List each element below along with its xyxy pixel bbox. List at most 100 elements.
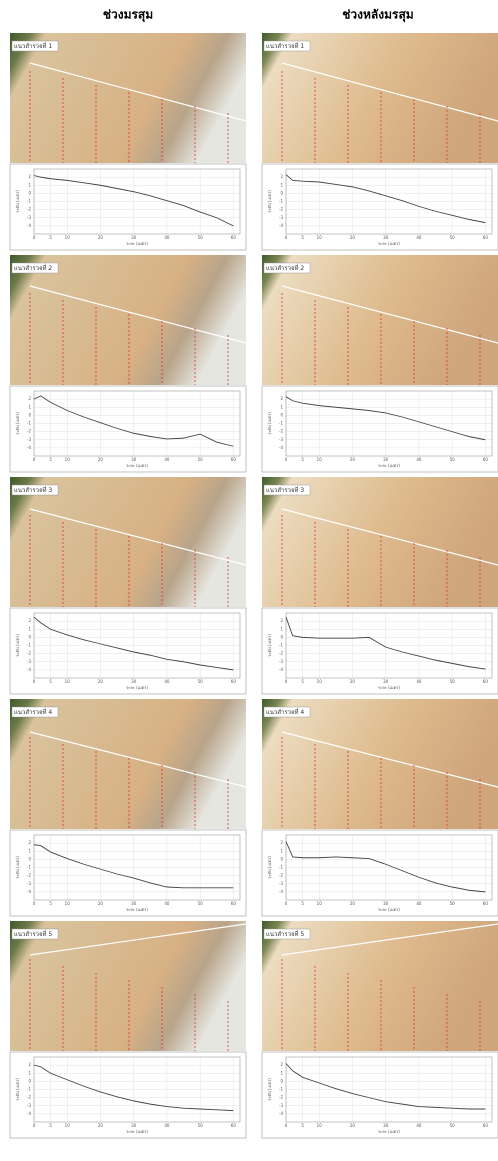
y-tick-label: 0 xyxy=(28,412,31,417)
x-tick-label: 50 xyxy=(198,1123,204,1128)
chart-frame xyxy=(9,385,247,473)
y-tick-label: -1 xyxy=(279,199,283,204)
y-tick-label: -4 xyxy=(279,889,283,894)
x-tick-label: 20 xyxy=(350,457,356,462)
y-tick-label: -2 xyxy=(279,1095,283,1100)
y-tick-label: -2 xyxy=(279,651,283,656)
x-tick-label: 30 xyxy=(131,457,137,462)
y-tick-label: 1 xyxy=(28,404,31,409)
x-tick-label: 30 xyxy=(383,457,389,462)
profile-line xyxy=(33,1064,234,1112)
panel-label-box xyxy=(11,484,59,496)
y-tick-label: -2 xyxy=(27,429,31,434)
x-tick-label: 40 xyxy=(164,457,170,462)
profile-line xyxy=(285,174,486,224)
x-tick-label: 20 xyxy=(350,901,356,906)
profile-line xyxy=(33,175,234,227)
x-tick-label: 0 xyxy=(285,901,288,906)
panel-label: แนวสำรวจที่ 1 xyxy=(14,42,52,50)
y-tick-label: -2 xyxy=(27,651,31,656)
x-tick-label: 10 xyxy=(65,679,71,684)
column-header: ช่วงมรสุม xyxy=(103,8,153,23)
y-tick-label: -1 xyxy=(27,865,31,870)
x-tick-label: 30 xyxy=(383,1123,389,1128)
x-tick-label: 0 xyxy=(33,1123,36,1128)
transect-line xyxy=(29,923,247,956)
y-tick-label: -4 xyxy=(27,1111,31,1116)
x-tick-label: 60 xyxy=(231,235,237,240)
y-tick-label: 2 xyxy=(28,618,31,623)
aerial-photo xyxy=(10,921,246,1051)
y-tick-label: -3 xyxy=(27,437,31,442)
y-axis-label: ระดับ (เมตร) xyxy=(15,190,20,213)
profile-line xyxy=(285,1063,486,1110)
panel-label: แนวสำรวจที่ 3 xyxy=(266,486,304,494)
y-tick-label: -4 xyxy=(27,223,31,228)
x-tick-label: 50 xyxy=(198,901,204,906)
panel-label: แนวสำรวจที่ 4 xyxy=(266,708,304,716)
y-tick-label: -3 xyxy=(279,659,283,664)
transect-line xyxy=(29,731,247,788)
panel-label: แนวสำรวจที่ 4 xyxy=(14,708,52,716)
x-tick-label: 40 xyxy=(416,1123,422,1128)
plot-area xyxy=(33,834,241,901)
x-tick-label: 60 xyxy=(231,901,237,906)
x-tick-label: 20 xyxy=(98,1123,104,1128)
x-axis-label: ระยะ (เมตร) xyxy=(378,1129,400,1134)
x-tick-label: 10 xyxy=(65,1123,71,1128)
transect-line xyxy=(281,923,498,956)
y-axis-label: ระดับ (เมตร) xyxy=(15,1078,20,1101)
x-tick-label: 20 xyxy=(350,1123,356,1128)
x-tick-label: 40 xyxy=(164,901,170,906)
panel-label-box xyxy=(11,40,59,52)
plot-area xyxy=(33,390,241,457)
y-tick-label: 0 xyxy=(280,412,283,417)
y-tick-label: 1 xyxy=(280,848,283,853)
y-tick-label: -3 xyxy=(279,1103,283,1108)
y-tick-label: -2 xyxy=(27,207,31,212)
y-tick-label: -2 xyxy=(27,1095,31,1100)
x-tick-label: 5 xyxy=(301,901,304,906)
chart-frame xyxy=(261,1051,498,1139)
x-axis-label: ระยะ (เมตร) xyxy=(378,241,400,246)
x-tick-label: 0 xyxy=(285,1123,288,1128)
y-tick-label: -1 xyxy=(279,643,283,648)
y-tick-label: 2 xyxy=(28,396,31,401)
x-tick-label: 20 xyxy=(98,901,104,906)
x-tick-label: 20 xyxy=(98,679,104,684)
x-tick-label: 5 xyxy=(49,679,52,684)
transect-line xyxy=(281,62,498,122)
y-tick-label: -3 xyxy=(27,1103,31,1108)
profile-line xyxy=(285,841,486,893)
x-tick-label: 10 xyxy=(65,235,71,240)
x-tick-label: 20 xyxy=(98,457,104,462)
y-tick-label: 1 xyxy=(28,1070,31,1075)
plot-area xyxy=(33,1056,241,1123)
x-tick-label: 20 xyxy=(350,679,356,684)
y-axis-label: ระดับ (เมตร) xyxy=(267,412,272,435)
column-header: ช่วงหลังมรสุม xyxy=(342,8,413,23)
chart-frame xyxy=(261,163,498,251)
y-tick-label: 2 xyxy=(280,1062,283,1067)
x-tick-label: 10 xyxy=(65,901,71,906)
x-tick-label: 30 xyxy=(131,901,137,906)
plot-area xyxy=(33,612,241,679)
y-tick-label: -4 xyxy=(279,445,283,450)
aerial-photo xyxy=(10,255,246,385)
y-tick-label: 0 xyxy=(280,856,283,861)
panel-label: แนวสำรวจที่ 2 xyxy=(266,264,304,272)
x-tick-label: 40 xyxy=(416,235,422,240)
y-tick-label: -2 xyxy=(27,873,31,878)
y-tick-label: 0 xyxy=(28,1078,31,1083)
y-tick-label: 0 xyxy=(280,634,283,639)
y-tick-label: -1 xyxy=(279,865,283,870)
y-tick-label: -3 xyxy=(27,881,31,886)
x-axis-label: ระยะ (เมตร) xyxy=(126,463,148,468)
x-tick-label: 50 xyxy=(450,901,456,906)
aerial-photo xyxy=(10,477,246,607)
y-tick-label: -4 xyxy=(279,1111,283,1116)
aerial-photo xyxy=(262,699,498,829)
x-tick-label: 30 xyxy=(383,679,389,684)
x-tick-label: 5 xyxy=(301,235,304,240)
